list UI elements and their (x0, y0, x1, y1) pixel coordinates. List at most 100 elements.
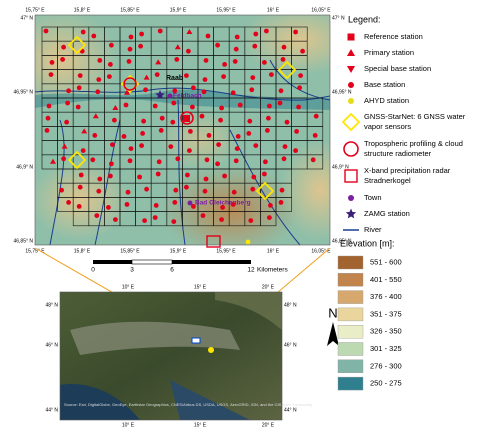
lat-label: 47° N (332, 15, 345, 21)
base-station (221, 74, 227, 79)
base-station (76, 204, 82, 209)
legend-symbol (348, 98, 354, 104)
lon-label: 16,05° E (311, 7, 331, 13)
base-station (157, 28, 163, 34)
base-station (61, 44, 66, 50)
scale-tick: 3 (130, 267, 134, 274)
base-station (219, 105, 225, 111)
base-station (233, 158, 239, 164)
base-station (78, 172, 84, 178)
town-label: Feldbach (173, 93, 202, 100)
grid-cell (275, 197, 292, 212)
elevation-swatch (337, 376, 364, 391)
elevation-swatch (337, 307, 364, 322)
base-station (64, 119, 69, 125)
base-station (75, 104, 81, 110)
legend-label: vapor sensors (364, 122, 411, 131)
zamg-station (155, 90, 165, 99)
scale-bar (93, 259, 251, 265)
base-station (282, 144, 288, 150)
base-station (152, 103, 158, 109)
primary-station (61, 143, 68, 149)
base-station (65, 100, 70, 106)
base-station (191, 204, 196, 209)
town-label: Bad Gleichenberg (195, 200, 251, 207)
scale-labels: 0 3 6 12 Kilometers (91, 267, 288, 274)
elevation-label: 301 - 325 (370, 344, 402, 353)
base-station (293, 148, 298, 154)
lat-label: 44° N (45, 407, 58, 413)
base-station (293, 29, 298, 35)
base-station (253, 31, 259, 37)
lon-label: 15,85° E (120, 7, 140, 13)
legend: Legend: Reference station Primary station S… (341, 14, 466, 234)
base-station (199, 113, 205, 119)
primary-station (124, 89, 130, 95)
base-station (205, 33, 211, 39)
base-station (153, 203, 159, 208)
base-station (45, 115, 51, 121)
base-station (219, 217, 225, 223)
base-station (215, 42, 221, 48)
base-station (61, 156, 66, 162)
base-station (231, 189, 237, 195)
lon-label: 15,95° E (216, 248, 236, 254)
base-station (96, 188, 102, 194)
base-station (267, 215, 272, 221)
lon-label: 15,9° E (170, 7, 187, 13)
base-station (154, 72, 160, 77)
base-station (250, 75, 256, 80)
base-station (91, 33, 97, 39)
radiometer (123, 77, 137, 91)
primary-station (186, 29, 193, 34)
primary-station (50, 158, 56, 164)
base-station (264, 28, 269, 34)
base-station (206, 133, 212, 138)
legend-label: River (364, 225, 382, 234)
base-station (230, 202, 236, 207)
lon-label: 20° E (262, 284, 275, 290)
base-station (263, 159, 268, 165)
base-station (187, 148, 192, 154)
base-station (281, 44, 287, 50)
base-station (266, 115, 271, 121)
base-station (171, 100, 177, 106)
base-station (121, 134, 127, 139)
base-station (298, 73, 303, 78)
base-station (188, 129, 193, 134)
scale-tick: 12 (247, 267, 255, 274)
base-station (278, 200, 284, 205)
base-station (220, 205, 226, 210)
terrain (35, 15, 330, 245)
base-station (96, 77, 102, 82)
legend-symbol (348, 82, 354, 88)
base-station (77, 73, 83, 78)
base-station (203, 176, 209, 182)
legend-label: Stradnerkogel (364, 176, 411, 185)
base-station (143, 87, 149, 93)
lon-label: 16° E (267, 7, 280, 13)
base-station (171, 219, 177, 225)
base-station (284, 119, 290, 125)
town (187, 200, 193, 206)
base-station (170, 119, 176, 125)
base-station (222, 62, 228, 67)
base-station (186, 48, 191, 54)
base-station (173, 187, 179, 193)
x-band-radar (206, 235, 221, 248)
lon-label: 15,75° E (25, 248, 45, 254)
grid-cell (260, 211, 277, 227)
lon-label: 15° E (194, 284, 207, 290)
base-station (190, 104, 195, 110)
legend-label: Reference station (364, 32, 423, 41)
lat-label: 46,85° N (13, 238, 33, 244)
base-station (112, 117, 117, 123)
base-station (137, 174, 143, 180)
base-station (76, 85, 82, 91)
source-text: Source: Esri, DigitalGlobe, GeoEye, Eart… (64, 402, 312, 407)
base-station (159, 115, 165, 121)
lat-label: 46,9° N (332, 164, 349, 170)
lon-label: 16,05° E (311, 248, 331, 254)
lat-label: 47° N (20, 15, 33, 21)
